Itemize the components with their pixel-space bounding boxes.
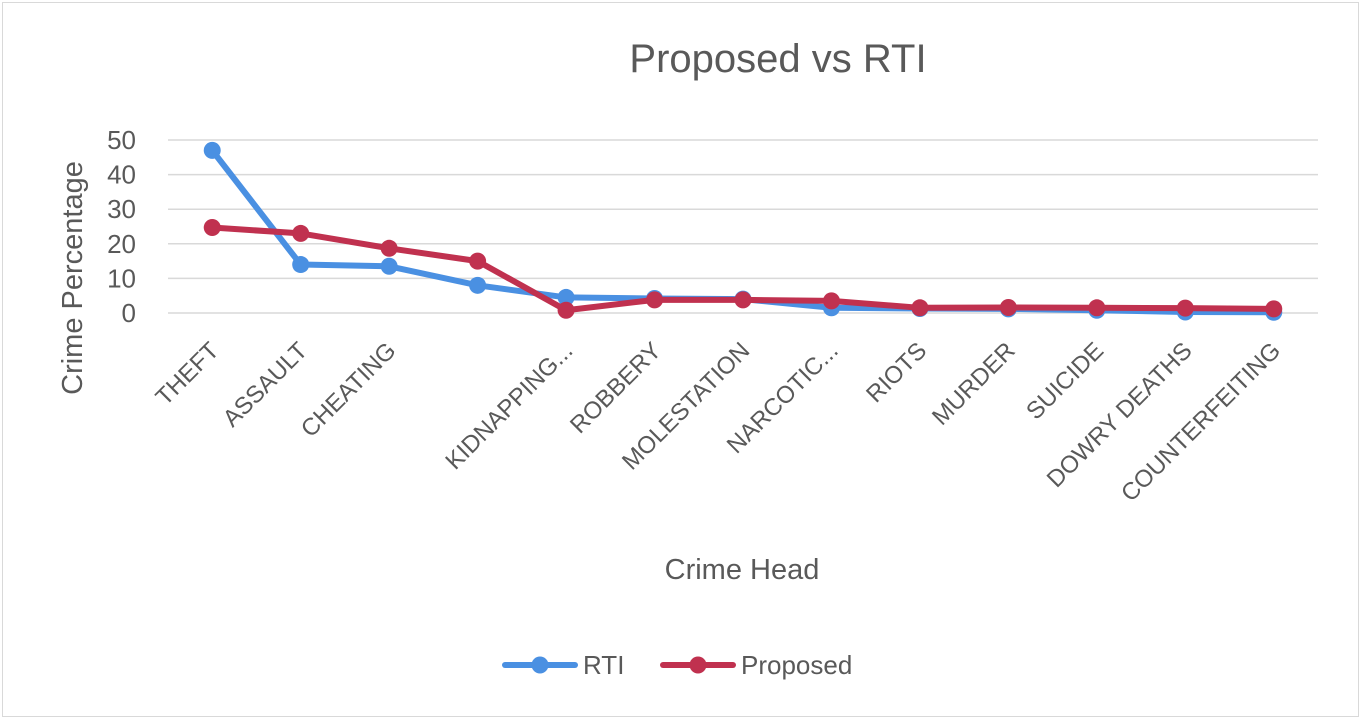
data-point — [380, 239, 398, 257]
x-category-label: THEFT — [151, 337, 225, 411]
data-point — [557, 301, 575, 319]
legend-item-rti: RTI — [502, 650, 624, 680]
data-point — [292, 224, 310, 242]
y-axis-title: Crime Percentage — [57, 161, 89, 395]
legend-item-proposed: Proposed — [660, 650, 852, 680]
y-tick-label: 50 — [107, 125, 136, 155]
x-category-label: DOWRY DEATHS — [1042, 337, 1198, 493]
data-point — [822, 292, 840, 310]
data-point — [203, 219, 221, 237]
legend-swatch-marker — [531, 656, 549, 674]
legend-label: Proposed — [741, 650, 852, 680]
data-point — [292, 256, 310, 274]
legend-swatch-marker — [689, 656, 707, 674]
y-tick-label: 40 — [107, 160, 136, 190]
data-point — [1176, 299, 1194, 317]
x-category-label: SUICIDE — [1021, 337, 1109, 425]
legend: RTI Proposed — [502, 650, 852, 680]
legend-label: RTI — [583, 650, 624, 680]
y-tick-label: 30 — [107, 194, 136, 224]
gridlines — [168, 139, 1318, 314]
x-category-label: MURDER — [927, 337, 1021, 431]
data-point — [1088, 299, 1106, 317]
data-point — [380, 257, 398, 275]
data-point — [469, 276, 487, 294]
data-point — [999, 298, 1017, 316]
y-tick-labels: 0 10 20 30 40 50 — [107, 125, 136, 328]
data-point — [1265, 300, 1283, 318]
y-tick-label: 0 — [122, 298, 136, 328]
data-point — [203, 141, 221, 159]
data-point — [911, 299, 929, 317]
x-category-label: CHEATING — [296, 337, 402, 443]
x-axis-title: Crime Head — [665, 554, 820, 586]
x-category-label: COUNTERFEITING — [1116, 337, 1286, 507]
series-proposed — [203, 219, 1283, 319]
x-category-label: ASSAULT — [218, 337, 313, 432]
y-tick-label: 10 — [107, 263, 136, 293]
data-point — [734, 291, 752, 309]
data-point — [469, 252, 487, 270]
data-point — [646, 291, 664, 309]
x-category-label: KIDNAPPING... — [440, 337, 578, 475]
data-point — [557, 288, 575, 306]
x-category-label: RIOTS — [861, 337, 932, 408]
series-lines — [203, 141, 1283, 321]
y-tick-label: 20 — [107, 229, 136, 259]
chart-title: Proposed vs RTI — [629, 37, 926, 81]
